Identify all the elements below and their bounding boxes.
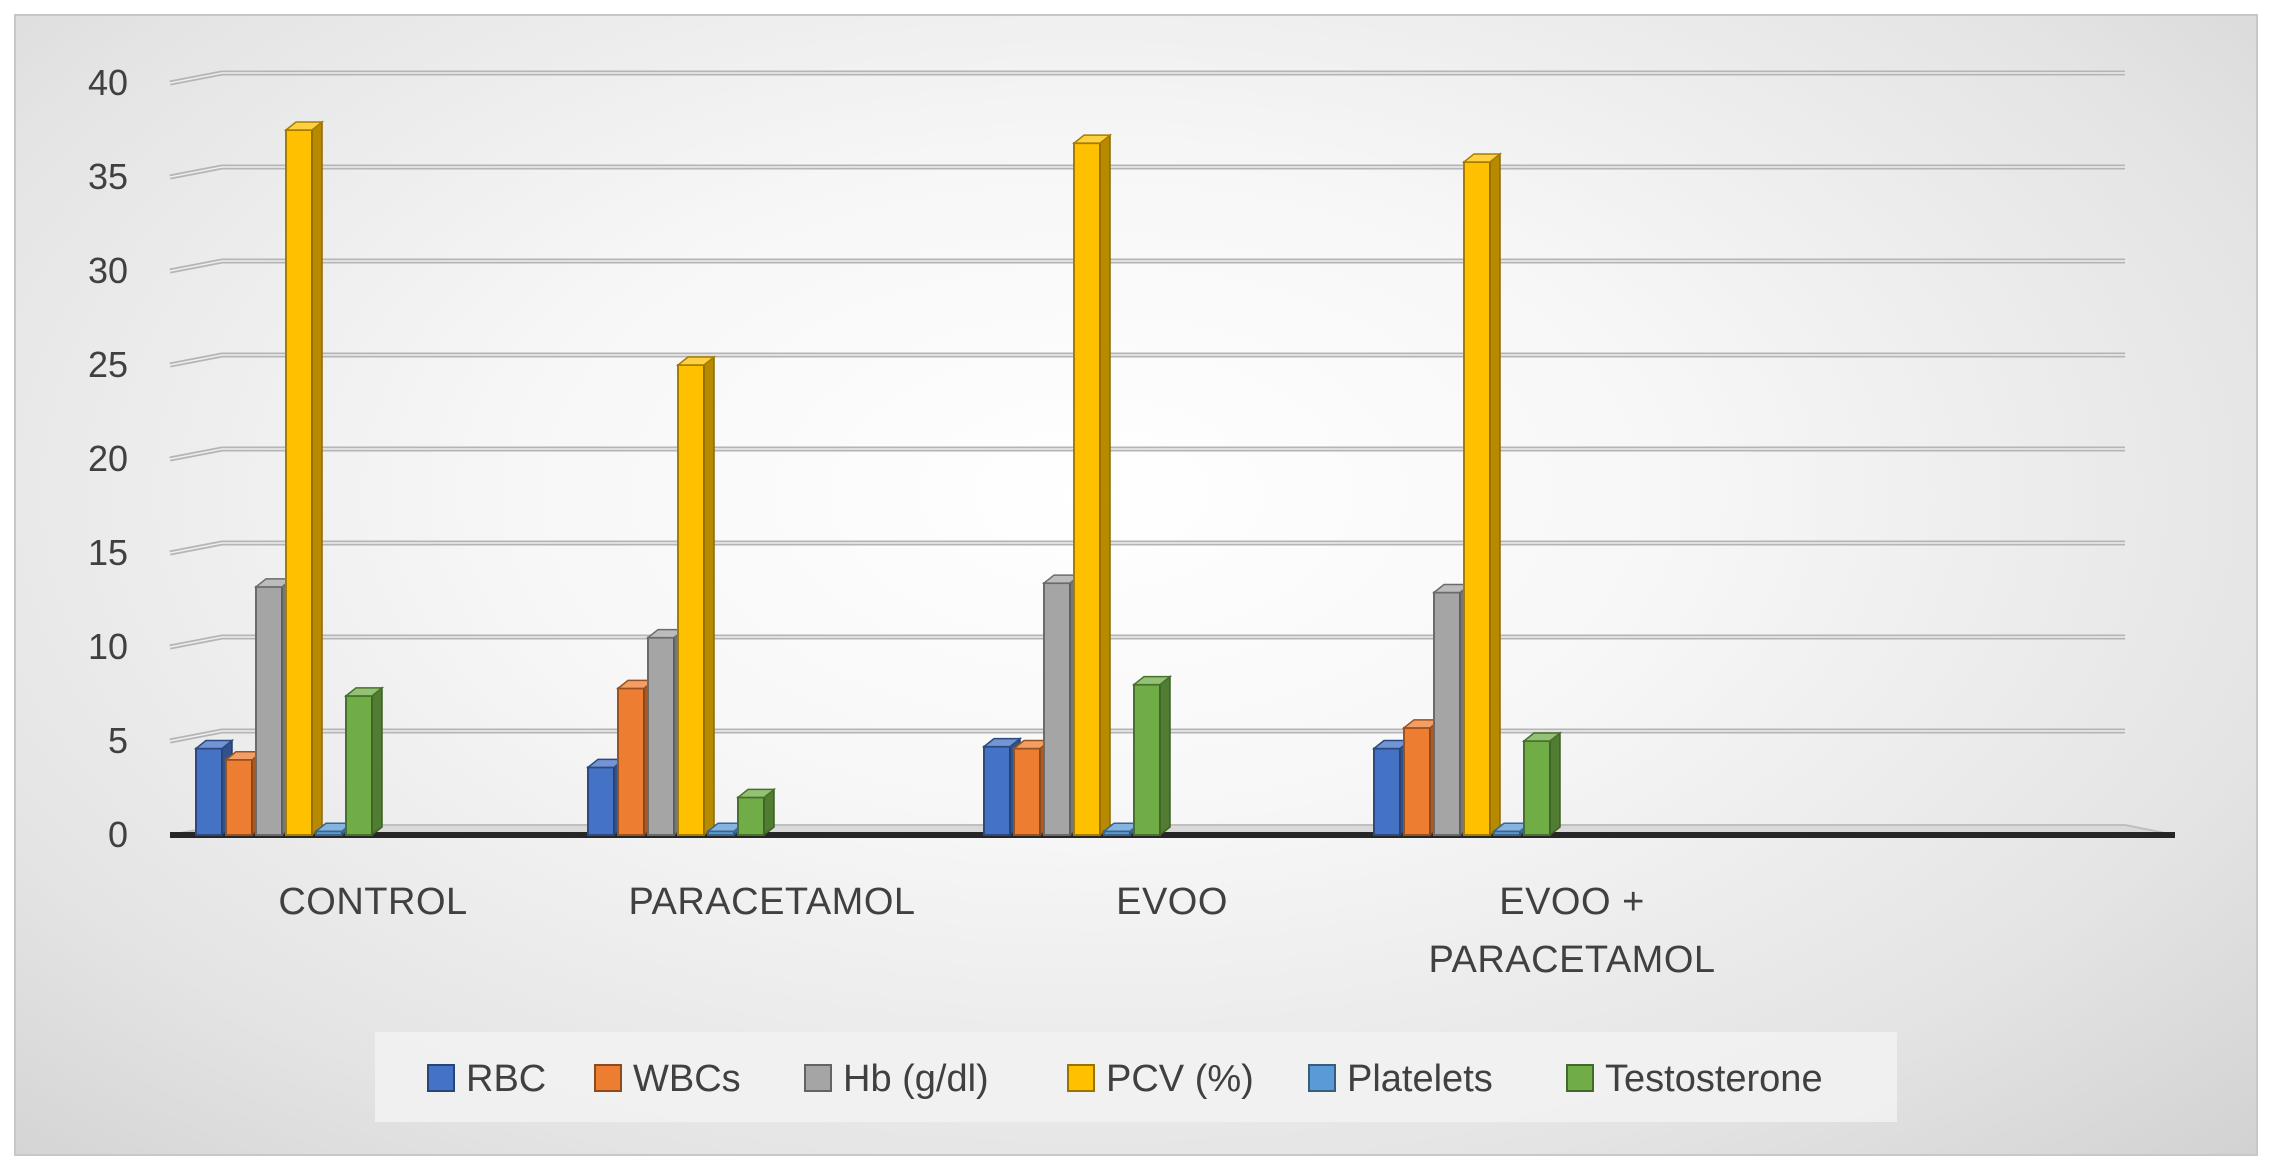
legend-item[interactable]: Hb (g/dl) <box>804 1058 989 1100</box>
legend-label: WBCs <box>633 1058 741 1100</box>
bar-top <box>343 687 385 697</box>
legend-swatch <box>1566 1064 1594 1092</box>
gridline <box>169 540 2125 556</box>
y-tick-label: 15 <box>88 532 128 573</box>
bar-side <box>371 686 383 837</box>
bar-front <box>285 129 313 836</box>
y-tick-label: 0 <box>108 814 128 855</box>
legend-box <box>375 1032 1897 1122</box>
bar-front <box>1403 726 1431 837</box>
chart-area <box>14 14 2258 1156</box>
legend-label: Hb (g/dl) <box>843 1058 989 1100</box>
legend-item[interactable]: Platelets <box>1308 1058 1493 1100</box>
gridline <box>169 164 2125 180</box>
bar: Testosterone – PARACETAMOL: 2 <box>735 787 777 837</box>
bar-front <box>617 687 645 836</box>
bar-side <box>1549 731 1561 837</box>
gridline <box>169 634 2125 650</box>
legend-swatch <box>804 1064 832 1092</box>
gridline-highlight <box>169 72 2125 84</box>
bar-top <box>981 737 1023 748</box>
bar-side <box>703 355 715 837</box>
y-tick-label: 35 <box>88 156 128 197</box>
bar-top <box>1461 153 1503 163</box>
bar-front <box>1013 747 1041 837</box>
bar-front <box>587 766 615 837</box>
bar-front <box>1463 160 1491 836</box>
bar-top <box>1071 134 1113 144</box>
bar-front <box>1373 747 1401 837</box>
gridlines <box>169 70 2125 744</box>
bar-front <box>1073 142 1101 837</box>
bar-front <box>983 745 1011 837</box>
gridline <box>169 258 2125 274</box>
bar-front <box>255 585 283 837</box>
legend-item[interactable]: PCV (%) <box>1067 1058 1254 1100</box>
x-category-label: CONTROL <box>278 881 467 923</box>
bar: PCV (%) – EVOO: 36.8 <box>1071 133 1113 837</box>
bar-front <box>195 747 223 837</box>
bar-side <box>1099 133 1111 837</box>
y-tick-label: 40 <box>88 62 128 103</box>
bar-side <box>311 120 323 837</box>
bar-top <box>193 739 235 750</box>
bar-top <box>1521 732 1563 742</box>
legend-item[interactable]: WBCs <box>594 1058 741 1100</box>
y-tick-label: 20 <box>88 438 128 479</box>
gridline <box>169 70 2125 86</box>
bar: PCV (%) – CONTROL: 37.5 <box>283 120 325 837</box>
bar-front <box>345 694 373 836</box>
y-tick-label: 5 <box>108 720 128 761</box>
gridline <box>169 446 2125 462</box>
x-category-label: EVOO <box>1116 881 1228 923</box>
y-tick-label: 30 <box>88 250 128 291</box>
bar-top <box>675 356 717 366</box>
bar: Testosterone – EVOO: 8 <box>1131 675 1173 837</box>
legend-label: RBC <box>466 1058 546 1100</box>
bar-front <box>737 796 765 837</box>
bar: PCV (%) – PARACETAMOL: 25 <box>675 355 717 837</box>
legend-swatch <box>594 1064 622 1092</box>
gridline <box>169 352 2125 368</box>
bars: RBC – CONTROL: 4.6RBC – PARACETAMOL: 3.6… <box>193 120 1563 837</box>
bar-top <box>1131 675 1173 686</box>
legend-label: PCV (%) <box>1106 1058 1254 1100</box>
bar-front <box>647 636 675 836</box>
legend-swatch <box>1067 1064 1095 1092</box>
y-tick-label: 25 <box>88 344 128 385</box>
bar: Testosterone – CONTROL: 7.4 <box>343 686 385 837</box>
legend-label: Platelets <box>1347 1058 1493 1100</box>
legend: RBC WBCs Hb (g/dl) PCV (%) Platelets Testoste… <box>375 1032 1897 1122</box>
legend-label: Testosterone <box>1605 1058 1823 1100</box>
legend-swatch <box>1308 1064 1336 1092</box>
bar-front <box>1043 582 1071 837</box>
legend-item[interactable]: RBC <box>427 1058 546 1100</box>
bar-top <box>735 788 777 799</box>
bar-top <box>283 121 325 131</box>
y-tick-label: 10 <box>88 626 128 667</box>
x-category-label: PARACETAMOL <box>628 881 915 923</box>
bar: Testosterone – EVOO + PARACETAMOL: 5 <box>1521 731 1563 837</box>
bar-side <box>1489 152 1501 837</box>
labels: 0 5 10 15 20 25 30 35 40 CONTROL PARACETAMOL EVOO EV… <box>88 62 1715 981</box>
bar-side <box>1159 675 1171 837</box>
bar-front <box>1523 740 1551 836</box>
x-category-label: EVOO + PARACETAMOL <box>1428 881 1715 981</box>
bar-front <box>677 364 705 836</box>
bar-front <box>1433 591 1461 836</box>
bar-front <box>1133 683 1161 836</box>
legend-swatch <box>427 1064 455 1092</box>
legend-item[interactable]: Testosterone <box>1566 1058 1823 1100</box>
bar-front <box>225 758 253 836</box>
axes <box>169 824 2176 838</box>
bar: PCV (%) – EVOO + PARACETAMOL: 35.8 <box>1461 152 1503 837</box>
